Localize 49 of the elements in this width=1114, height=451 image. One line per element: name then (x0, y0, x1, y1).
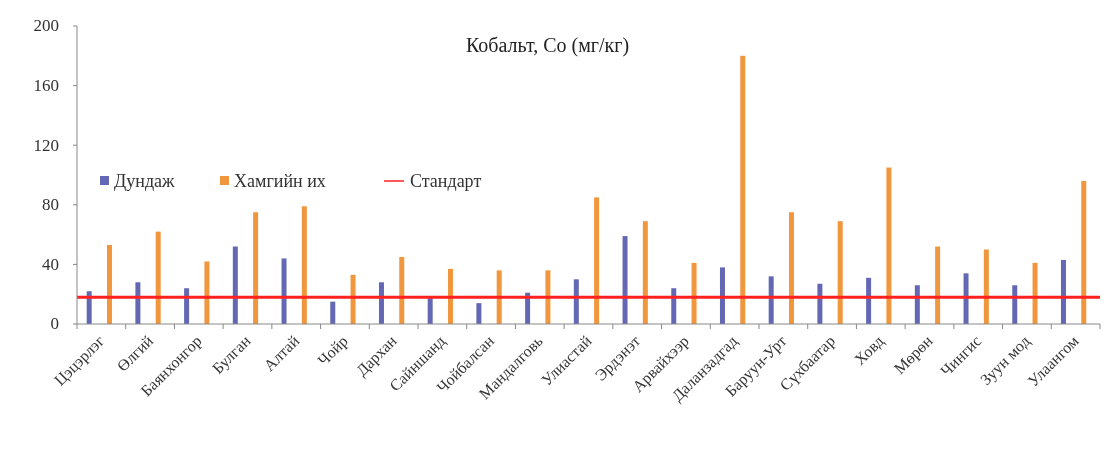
bar (301, 206, 307, 324)
y-tick-label: 160 (33, 76, 59, 96)
bar (642, 221, 648, 324)
bar (983, 249, 989, 324)
bar (573, 279, 579, 324)
bar (788, 212, 794, 324)
bar (866, 277, 872, 324)
y-tick-label: 80 (42, 195, 59, 215)
bar (281, 258, 287, 324)
bar (886, 167, 892, 324)
bar (476, 303, 482, 324)
bar (399, 256, 405, 324)
bar (1081, 180, 1087, 324)
x-tick-label: Чойр (314, 332, 352, 370)
bar (719, 267, 725, 324)
bar (135, 282, 141, 324)
bar (740, 55, 746, 324)
bar (935, 246, 941, 324)
bar (204, 261, 210, 324)
legend-label: Хамгийн их (234, 171, 326, 192)
y-tick-label: 120 (33, 135, 59, 155)
legend-label: Дундаж (114, 171, 176, 192)
y-tick-label: 40 (42, 254, 59, 274)
chart-title: Кобальт, Co (мг/кг) (466, 34, 630, 57)
bar (1012, 285, 1018, 324)
bar (253, 212, 259, 324)
bar (837, 221, 843, 324)
bar (447, 268, 453, 324)
bar (350, 274, 356, 324)
bar (1060, 259, 1066, 324)
bar (232, 246, 238, 324)
y-tick-label: 200 (33, 16, 59, 36)
bar (545, 270, 551, 324)
legend-label: Стандарт (410, 171, 482, 192)
bar (427, 297, 433, 324)
bar (963, 273, 969, 324)
bar (914, 285, 920, 324)
y-tick-label: 0 (50, 314, 59, 334)
bar (378, 282, 384, 324)
bar (496, 270, 502, 324)
bar (330, 301, 336, 324)
bar (155, 231, 161, 324)
bar (622, 236, 628, 324)
bar (594, 197, 600, 324)
bar (691, 262, 697, 324)
bar (817, 283, 823, 324)
bar (106, 245, 112, 324)
bar (1032, 262, 1038, 324)
bar (768, 276, 774, 324)
